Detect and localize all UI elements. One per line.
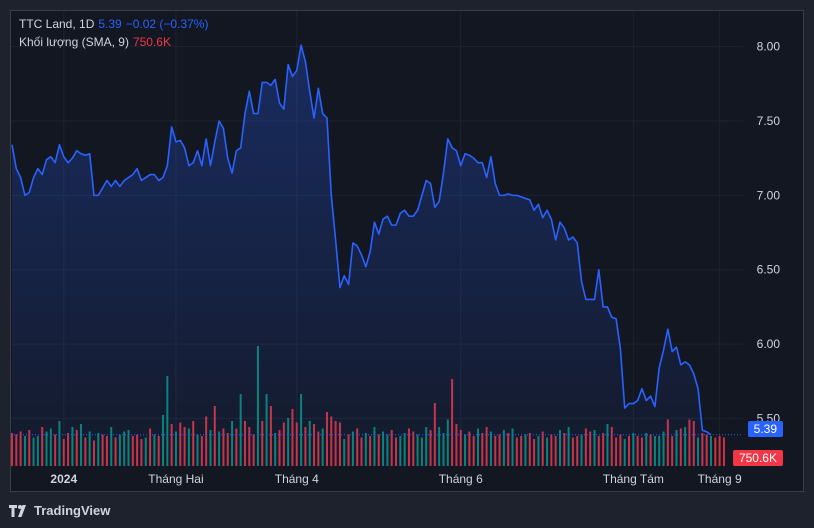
x-tick-label: Tháng 4 — [275, 472, 319, 486]
y-tick-label: 6.50 — [757, 263, 781, 277]
brand-name: TradingView — [34, 503, 111, 518]
footer: TradingView — [0, 496, 814, 528]
y-tick-label: 7.50 — [757, 114, 781, 128]
chart-frame[interactable]: 8.00 7.50 7.00 6.50 6.00 5.50 2024 Tháng Hai Th… — [10, 10, 804, 492]
x-tick-label: 2024 — [50, 472, 77, 486]
x-tick-label: Tháng 9 — [698, 472, 742, 486]
y-tick-label: 8.00 — [757, 40, 781, 54]
volume-badge: 750.6K — [732, 450, 783, 466]
x-tick-label: Tháng Tám — [603, 472, 664, 486]
x-tick-label: Tháng 6 — [439, 472, 483, 486]
tradingview-logo[interactable]: TradingView — [9, 503, 110, 518]
volume-sma-value: 750.6K — [132, 35, 171, 49]
symbol-label[interactable]: TTC Land, 1D — [19, 17, 95, 31]
last-price-badge: 5.39 — [747, 421, 783, 437]
legend-volume-row[interactable]: Khối lượng (SMA, 9) 750.6K — [19, 35, 171, 49]
price-change-value: −0.02 (−0.37%) — [125, 17, 209, 31]
y-axis[interactable]: 8.007.507.006.506.005.50 — [757, 40, 781, 426]
price-chart[interactable]: 8.007.507.006.506.005.50 2024 Tháng Hai Th… — [11, 11, 804, 492]
volume-bar — [714, 437, 717, 466]
last-price-value: 5.39 — [98, 17, 122, 31]
tradingview-logo-icon — [9, 504, 26, 517]
y-tick-label: 7.00 — [757, 188, 781, 202]
price-line — [11, 44, 712, 436]
x-axis[interactable]: 2024 Tháng Hai Tháng 4 Tháng 6 Tháng Tám Thán… — [50, 472, 742, 486]
volume-bar — [718, 436, 721, 466]
volume-bar — [722, 437, 725, 466]
x-tick-label: Tháng Hai — [148, 472, 203, 486]
y-tick-label: 6.00 — [757, 337, 781, 351]
volume-indicator-label[interactable]: Khối lượng (SMA, 9) — [19, 35, 129, 49]
legend-symbol-row[interactable]: TTC Land, 1D 5.39 −0.02 (−0.37%) — [19, 17, 208, 31]
